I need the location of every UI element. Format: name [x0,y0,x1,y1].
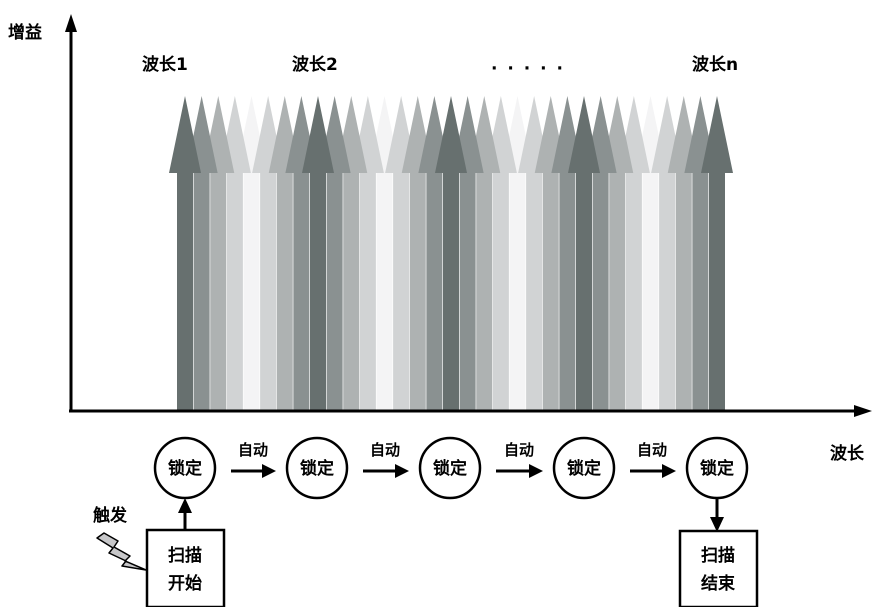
lock-node-label: 锁定 [300,458,334,479]
lock-node-label: 锁定 [433,458,467,479]
intermediate-wavelength-arrow [252,96,285,411]
scan-end-line-1: 扫描 [701,545,735,566]
scan-end-group: 扫描 结束 [678,498,759,609]
lightning-icon [96,532,147,571]
start-arrowhead [178,498,192,513]
wavelength-ellipsis: · · · · · [491,59,565,79]
main-wavelength-arrow [435,96,467,411]
transition-arrowhead [662,464,676,478]
x-axis-label: 波长 [830,443,865,464]
lock-states: 锁定 锁定 锁定 锁定 锁定 自动 自动 [153,436,749,500]
intermediate-wavelength-arrow [667,96,700,411]
intermediate-wavelength-arrow [634,96,667,411]
intermediate-wavelength-arrow [601,96,634,411]
lock-node-3: 锁定 [418,436,482,500]
trigger-label: 触发 [92,505,128,526]
lock-node-2: 锁定 [285,436,349,500]
scan-start-line-1: 扫描 [168,545,202,566]
lock-node-circle [285,436,349,500]
intermediate-wavelength-arrow [584,96,617,411]
intermediate-wavelength-arrow [518,96,551,411]
intermediate-wavelength-arrow [335,96,368,411]
intermediate-wavelength-arrow [651,96,684,411]
auto-label: 自动 [504,441,534,459]
auto-label: 自动 [370,441,400,459]
intermediate-wavelength-arrow [617,96,650,411]
lock-node-4: 锁定 [552,436,616,500]
lock-node-label: 锁定 [168,458,202,479]
intermediate-wavelength-arrow [185,96,218,411]
scan-start-line-2: 开始 [168,573,202,594]
lock-node-label: 锁定 [567,458,601,479]
main-wavelength-arrow [302,96,334,411]
main-wavelength-arrow [568,96,600,411]
intermediate-wavelength-arrow [202,96,235,411]
intermediate-wavelength-arrow [268,96,301,411]
transition-arrowhead [395,464,409,478]
intermediate-wavelength-arrow [235,96,268,411]
auto-label: 自动 [238,441,268,459]
lock-node-circle [552,436,616,500]
main-wavelength-arrow [701,96,733,411]
wavelength-label-1: 波长1 [142,54,188,75]
intermediate-wavelength-arrow [351,96,384,411]
x-axis-arrowhead [854,405,872,417]
intermediate-wavelength-arrow [468,96,501,411]
intermediate-wavelength-arrow [285,96,318,411]
lock-node-circle [418,436,482,500]
scan-end-box [678,529,759,609]
auto-transition-2: 自动 [363,441,409,478]
intermediate-wavelength-arrow [451,96,484,411]
wavelength-labels: 波长1 波长2 · · · · · 波长n [142,54,738,79]
intermediate-wavelength-arrow [368,96,401,411]
auto-transition-1: 自动 [231,441,276,478]
lock-node-1: 锁定 [153,436,217,500]
scan-start-group: 扫描 开始 触发 [92,498,226,609]
axes: 增益 波长 [8,14,872,464]
end-arrowhead [710,517,724,532]
intermediate-wavelength-arrow [385,96,418,411]
intermediate-wavelength-arrow [534,96,567,411]
wavelength-arrows [169,96,733,411]
auto-label: 自动 [637,441,667,459]
wavelength-label-n: 波长n [692,54,738,75]
lock-node-5: 锁定 [685,436,749,500]
intermediate-wavelength-arrow [551,96,584,411]
intermediate-wavelength-arrow [318,96,351,411]
intermediate-wavelength-arrow [484,96,517,411]
scan-end-line-2: 结束 [701,573,735,594]
intermediate-wavelength-arrow [401,96,434,411]
auto-transition-3: 自动 [496,441,543,478]
y-axis-arrowhead [65,14,77,32]
intermediate-wavelength-arrow [418,96,451,411]
intermediate-wavelength-arrow [684,96,717,411]
lock-node-label: 锁定 [700,458,734,479]
wavelength-label-2: 波长2 [292,54,338,75]
transition-arrowhead [529,464,543,478]
y-axis-label: 增益 [8,22,42,43]
main-wavelength-arrow [169,96,201,411]
intermediate-wavelength-arrow [218,96,251,411]
scan-start-box [145,528,226,609]
intermediate-wavelength-arrow [501,96,534,411]
auto-transition-4: 自动 [630,441,676,478]
transition-arrowhead [262,464,276,478]
